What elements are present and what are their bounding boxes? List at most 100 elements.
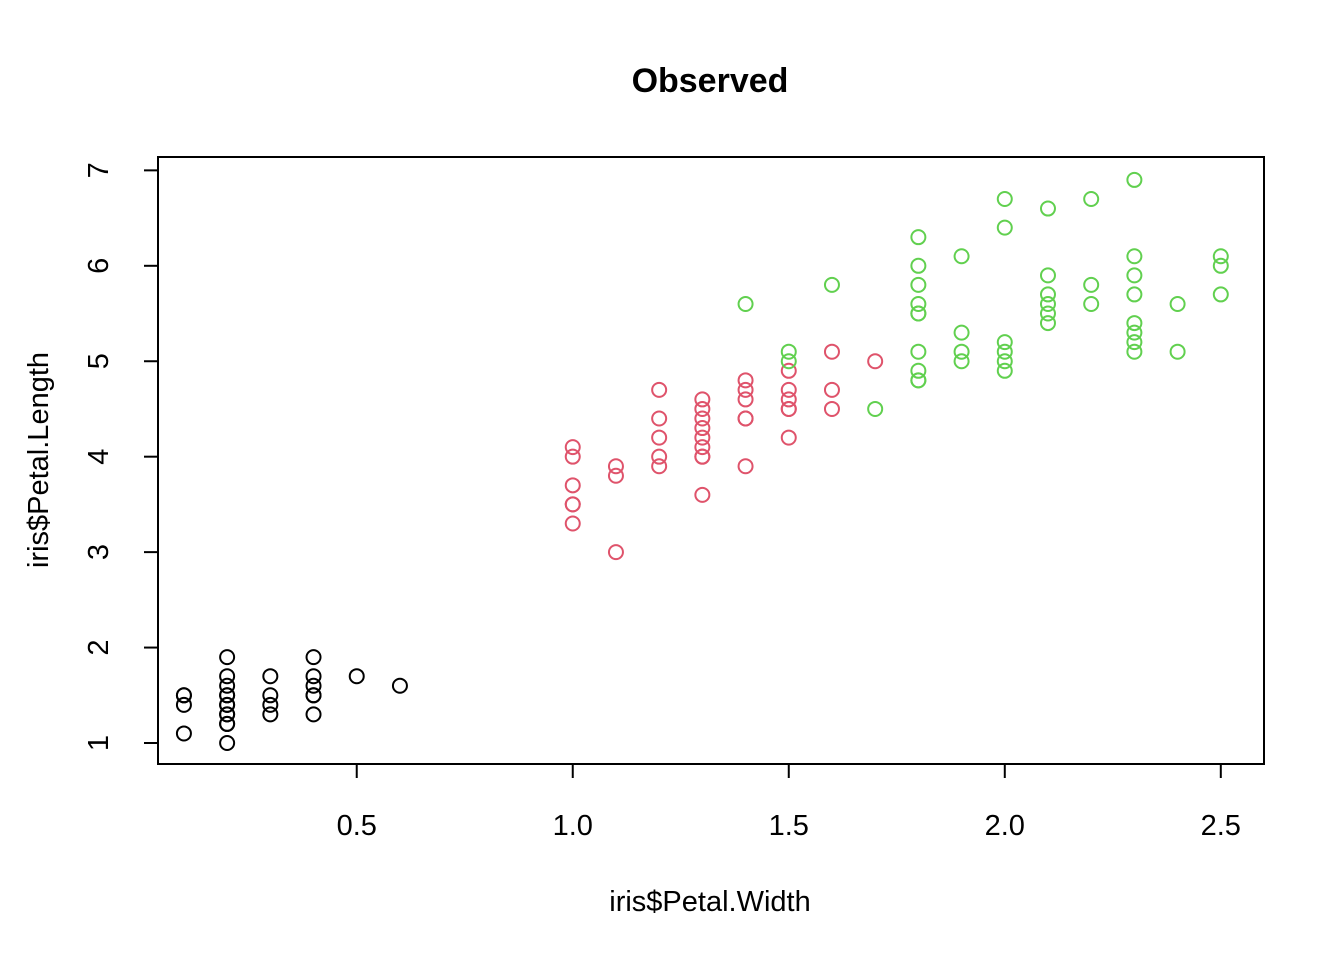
y-tick-label: 6 — [83, 258, 115, 274]
data-point — [694, 400, 711, 417]
data-point — [910, 305, 927, 322]
data-point — [953, 324, 970, 341]
data-point — [1212, 257, 1229, 274]
data-point — [219, 696, 236, 713]
data-points — [175, 171, 1229, 752]
data-point — [1039, 315, 1056, 332]
data-point — [737, 410, 754, 427]
data-point — [175, 696, 192, 713]
data-point — [780, 353, 797, 370]
data-point — [564, 448, 581, 465]
data-point — [651, 429, 668, 446]
data-point — [823, 276, 840, 293]
y-axis: 1 2 3 4 5 6 7 — [83, 162, 159, 751]
data-point — [1126, 324, 1143, 341]
data-point — [1039, 267, 1056, 284]
data-point — [910, 295, 927, 312]
data-point — [694, 448, 711, 465]
data-point — [910, 362, 927, 379]
x-tick-label: 0.5 — [337, 810, 377, 842]
data-point — [996, 353, 1013, 370]
data-point — [1126, 267, 1143, 284]
data-point — [175, 725, 192, 742]
data-point — [219, 649, 236, 666]
data-point — [996, 219, 1013, 236]
x-tick-label: 2.0 — [985, 810, 1025, 842]
data-point — [651, 458, 668, 475]
data-point — [1083, 295, 1100, 312]
data-point — [651, 381, 668, 398]
data-point — [953, 343, 970, 360]
y-tick-label: 7 — [83, 162, 115, 178]
data-point — [607, 467, 624, 484]
data-point — [1083, 190, 1100, 207]
data-point — [305, 649, 322, 666]
data-point — [737, 458, 754, 475]
data-point — [175, 687, 192, 704]
data-point — [262, 706, 279, 723]
data-point — [219, 677, 236, 694]
data-point — [564, 515, 581, 532]
data-point — [694, 486, 711, 503]
data-point — [1126, 334, 1143, 351]
plot-area-frame — [157, 156, 1265, 765]
data-point — [262, 696, 279, 713]
data-point — [305, 687, 322, 704]
x-tick-label: 1.5 — [769, 810, 809, 842]
chart-title: Observed — [632, 62, 789, 100]
data-point — [1039, 286, 1056, 303]
data-point — [823, 381, 840, 398]
data-point — [737, 391, 754, 408]
data-point — [910, 276, 927, 293]
data-point — [305, 677, 322, 694]
data-point — [1169, 295, 1186, 312]
data-point — [607, 458, 624, 475]
data-point — [694, 429, 711, 446]
data-point — [564, 439, 581, 456]
data-point — [651, 410, 668, 427]
data-point — [996, 190, 1013, 207]
data-point — [1126, 171, 1143, 188]
data-point — [996, 343, 1013, 360]
data-point — [737, 372, 754, 389]
data-point — [1126, 315, 1143, 332]
data-point — [219, 668, 236, 685]
data-point — [694, 439, 711, 456]
data-point — [694, 391, 711, 408]
data-point — [1039, 305, 1056, 322]
data-point — [1212, 286, 1229, 303]
data-point — [219, 706, 236, 723]
x-axis-label: iris$Petal.Width — [609, 886, 810, 918]
data-point — [867, 353, 884, 370]
data-point — [996, 334, 1013, 351]
data-point — [1169, 343, 1186, 360]
data-point — [391, 677, 408, 694]
data-point — [737, 381, 754, 398]
y-tick-label: 4 — [83, 449, 115, 465]
data-point — [305, 668, 322, 685]
data-point — [651, 448, 668, 465]
x-axis: 0.5 1.0 1.5 2.0 2.5 — [337, 763, 1241, 842]
data-point — [348, 668, 365, 685]
data-point — [219, 735, 236, 752]
data-point — [953, 353, 970, 370]
data-point — [607, 544, 624, 561]
data-point — [780, 381, 797, 398]
data-point — [823, 400, 840, 417]
data-point — [780, 362, 797, 379]
data-point — [780, 429, 797, 446]
data-point — [823, 343, 840, 360]
data-point — [780, 391, 797, 408]
data-point — [953, 248, 970, 265]
y-tick-label: 3 — [83, 544, 115, 560]
data-point — [262, 668, 279, 685]
data-point — [1039, 200, 1056, 217]
y-tick-label: 5 — [83, 353, 115, 369]
data-point — [867, 400, 884, 417]
data-point — [1126, 343, 1143, 360]
data-point — [305, 706, 322, 723]
data-point — [694, 420, 711, 437]
data-point — [564, 477, 581, 494]
data-point — [219, 715, 236, 732]
